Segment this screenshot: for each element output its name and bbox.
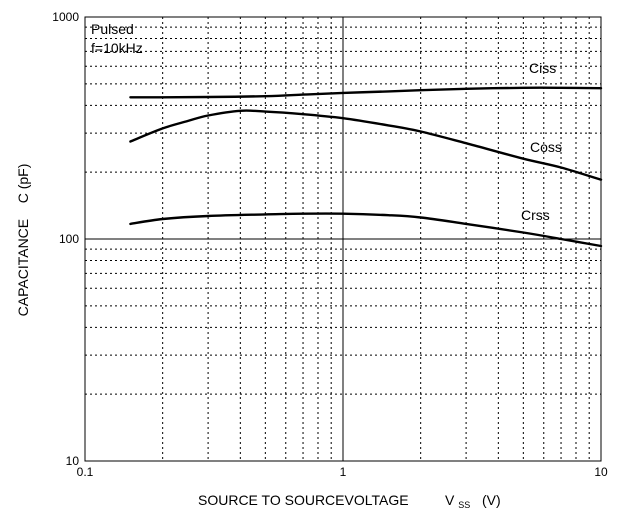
series-label-ciss: Ciss: [529, 60, 556, 76]
grid-major: [85, 17, 601, 461]
annotation-frequency: f=10kHz: [91, 40, 143, 56]
y-tick-label: 1000: [52, 10, 79, 24]
annotation-pulsed: Pulsed: [91, 21, 134, 37]
x-tick-labels: 0.1 1 10: [77, 465, 608, 479]
y-axis-title: CAPACITANCE C (pF): [15, 164, 31, 317]
x-axis-symbol: V: [445, 492, 455, 508]
plot-frame: [84, 16, 602, 462]
y-tick-labels: 1000 100 10: [52, 10, 79, 468]
series-line-ciss: [129, 86, 603, 99]
series-label-coss: Coss: [530, 139, 562, 155]
x-axis-subscript: SS: [458, 500, 470, 510]
y-tick-label: 100: [59, 232, 79, 246]
x-tick-label: 10: [594, 465, 608, 479]
x-axis-unit: (V): [482, 492, 501, 508]
series-lines: [129, 86, 603, 248]
series-label-crss: Crss: [521, 207, 550, 223]
x-tick-label: 0.1: [77, 465, 94, 479]
x-axis-label: SOURCE TO SOURCEVOLTAGE: [198, 492, 409, 508]
x-axis-title: SOURCE TO SOURCEVOLTAGE V SS (V): [198, 492, 501, 511]
series-line-coss: [129, 109, 603, 181]
y-tick-label: 10: [66, 454, 80, 468]
x-tick-label: 1: [340, 465, 347, 479]
series-line-crss: [129, 212, 603, 248]
